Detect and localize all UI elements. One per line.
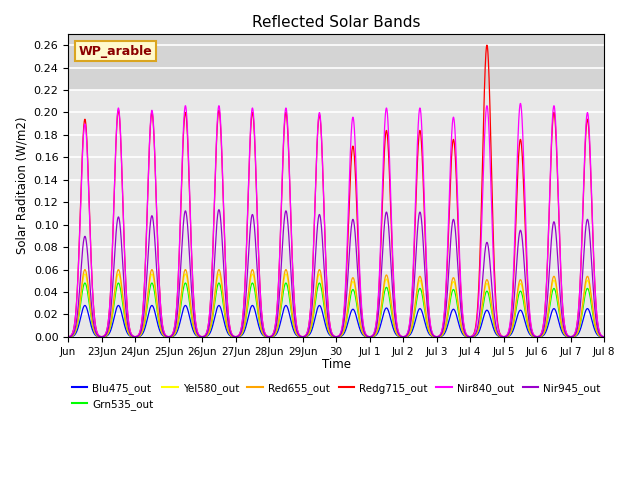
Blu475_out (452, 311, 460, 317)
Red655_out (486, 291, 494, 297)
Grn535_out (405, 332, 413, 338)
Nir945_out (452, 236, 460, 242)
Redg715_out (600, 334, 608, 340)
Grn535_out (452, 295, 460, 300)
Red655_out (595, 331, 602, 337)
Blu475_out (405, 333, 413, 339)
Yel580_out (600, 334, 608, 340)
Grn535_out (595, 332, 602, 337)
Y-axis label: Solar Raditaion (W/m2): Solar Raditaion (W/m2) (15, 117, 28, 254)
Red655_out (452, 285, 460, 290)
Blu475_out (518, 310, 526, 316)
Title: Reflected Solar Bands: Reflected Solar Bands (252, 15, 420, 30)
Redg715_out (452, 166, 460, 171)
Red655_out (405, 332, 413, 337)
Yel580_out (81, 271, 89, 277)
Nir840_out (64, 334, 72, 340)
Blu475_out (486, 314, 494, 320)
Line: Red655_out: Red655_out (68, 270, 604, 337)
Yel580_out (174, 319, 182, 324)
Yel580_out (486, 294, 494, 300)
Nir840_out (516, 100, 524, 106)
Grn535_out (64, 334, 72, 340)
Redg715_out (174, 283, 182, 289)
Nir840_out (486, 156, 494, 162)
Redg715_out (64, 334, 72, 340)
Redg715_out (486, 116, 494, 121)
Text: WP_arable: WP_arable (79, 45, 152, 58)
Line: Blu475_out: Blu475_out (68, 305, 604, 337)
Yel580_out (405, 332, 413, 337)
Nir945_out (595, 329, 602, 335)
Yel580_out (595, 332, 602, 337)
Line: Yel580_out: Yel580_out (68, 274, 604, 337)
Nir840_out (452, 147, 460, 153)
Redg715_out (595, 324, 602, 330)
Blu475_out (174, 326, 182, 332)
Redg715_out (518, 156, 526, 162)
Grn535_out (486, 300, 494, 305)
Blu475_out (595, 333, 602, 338)
Red655_out (174, 318, 182, 324)
Nir945_out (518, 238, 526, 244)
Nir945_out (600, 334, 608, 340)
Grn535_out (81, 280, 89, 286)
Nir840_out (174, 282, 182, 288)
Bar (68, 34, 604, 90)
Red655_out (518, 282, 526, 288)
Line: Nir945_out: Nir945_out (68, 210, 604, 337)
Red655_out (64, 334, 72, 340)
Grn535_out (600, 334, 608, 340)
Nir945_out (174, 305, 182, 311)
Grn535_out (518, 293, 526, 299)
Nir945_out (64, 334, 72, 340)
Line: Nir840_out: Nir840_out (68, 103, 604, 337)
Grn535_out (174, 321, 182, 327)
Blu475_out (600, 334, 608, 340)
Legend: Blu475_out, Grn535_out, Yel580_out, Red655_out, Redg715_out, Nir840_out, Nir945_: Blu475_out, Grn535_out, Yel580_out, Red6… (67, 378, 605, 414)
Redg715_out (405, 327, 413, 333)
Blu475_out (81, 302, 89, 308)
Nir840_out (595, 324, 602, 330)
Line: Grn535_out: Grn535_out (68, 283, 604, 337)
Nir840_out (405, 326, 413, 332)
Nir945_out (215, 207, 223, 213)
Yel580_out (452, 288, 460, 294)
Red655_out (600, 334, 608, 340)
Nir945_out (405, 329, 413, 335)
X-axis label: Time: Time (322, 358, 351, 371)
Yel580_out (518, 286, 526, 292)
Nir840_out (518, 123, 526, 129)
Blu475_out (64, 334, 72, 340)
Line: Redg715_out: Redg715_out (68, 45, 604, 337)
Nir840_out (600, 334, 608, 340)
Yel580_out (64, 334, 72, 340)
Red655_out (81, 267, 89, 273)
Nir945_out (486, 263, 494, 269)
Redg715_out (483, 42, 491, 48)
